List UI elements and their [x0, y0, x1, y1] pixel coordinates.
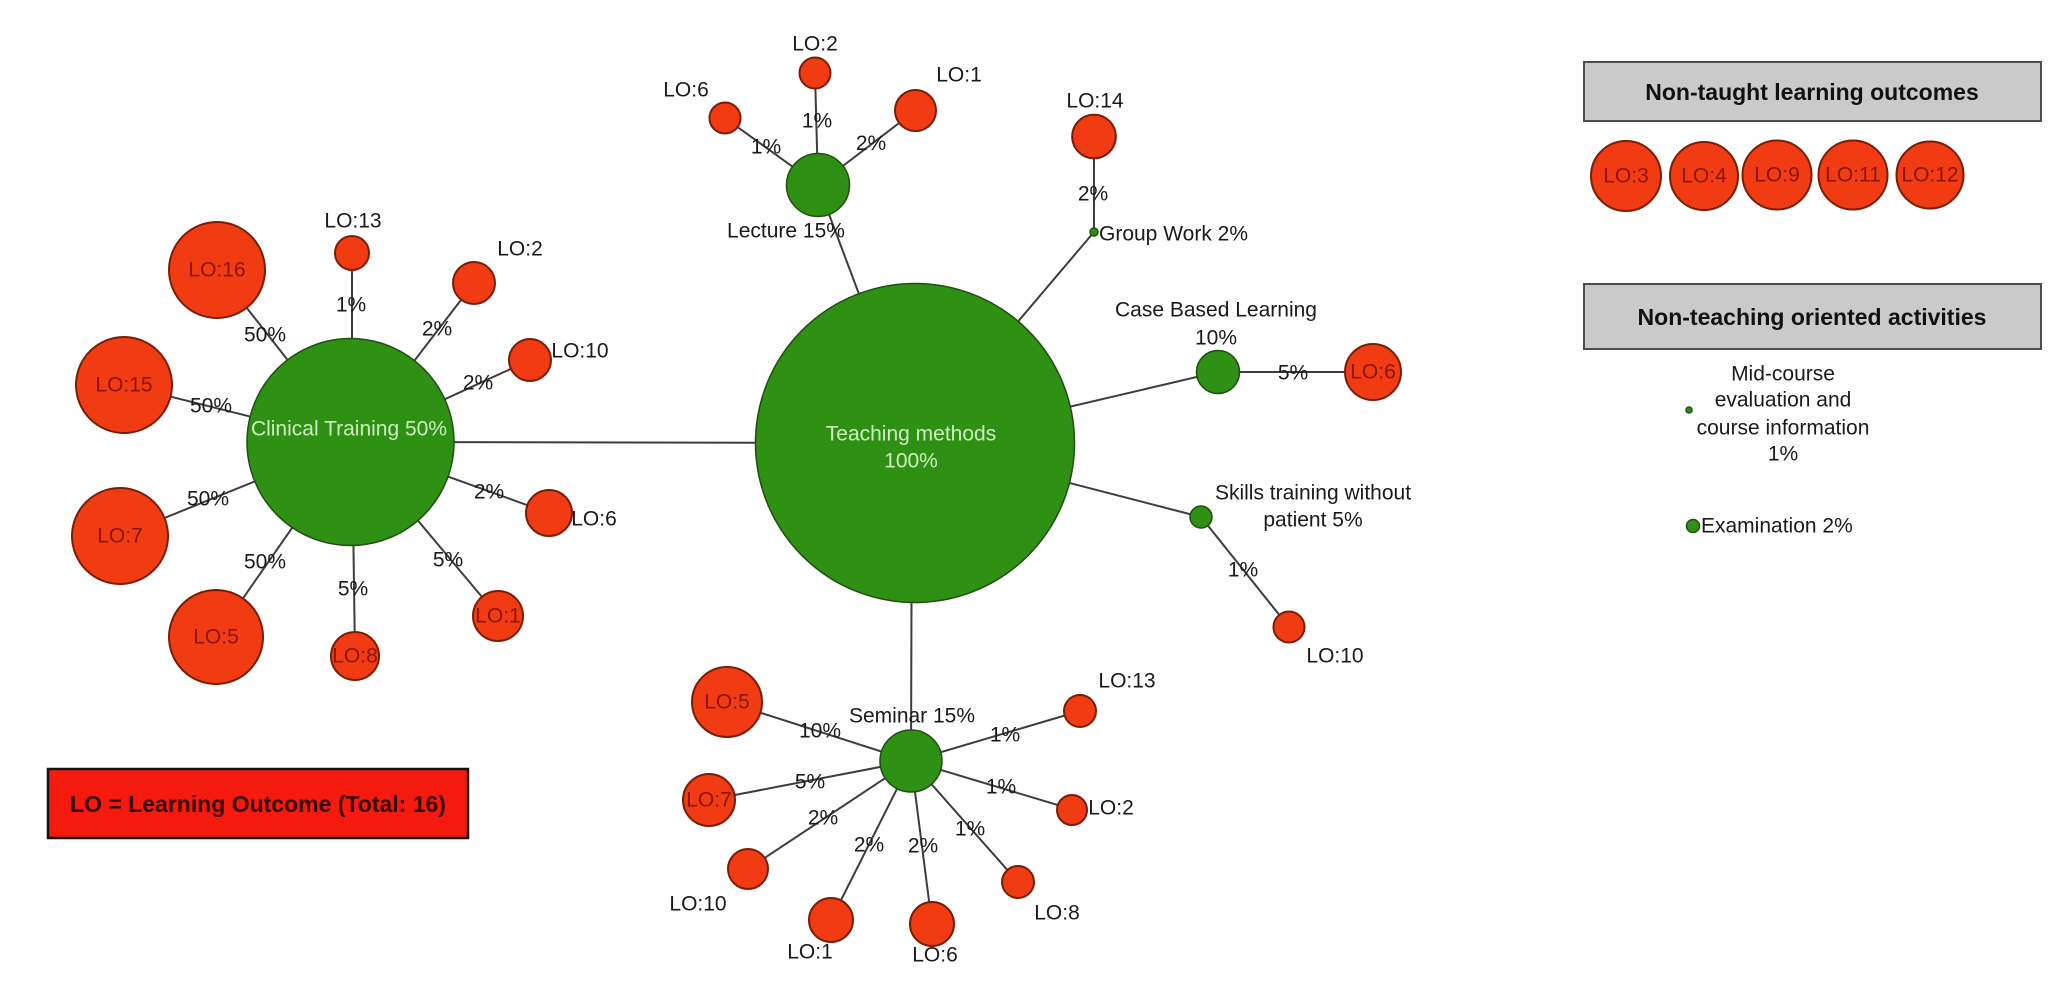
svg-text:5%: 5%	[338, 578, 368, 601]
svg-text:LO:5: LO:5	[704, 691, 750, 714]
svg-text:LO:3: LO:3	[1603, 165, 1649, 188]
svg-text:Non-taught learning outcomes: Non-taught learning outcomes	[1645, 79, 1979, 105]
svg-text:course information: course information	[1697, 417, 1870, 440]
svg-text:2%: 2%	[854, 834, 884, 857]
svg-text:2%: 2%	[908, 835, 938, 858]
svg-text:1%: 1%	[990, 724, 1020, 747]
svg-text:LO:10: LO:10	[551, 340, 608, 363]
svg-text:LO = Learning Outcome (Total:: LO = Learning Outcome (Total: 16)	[70, 791, 446, 817]
svg-text:100%: 100%	[884, 450, 938, 473]
svg-text:LO:11: LO:11	[1825, 164, 1881, 187]
svg-text:LO:6: LO:6	[663, 79, 709, 102]
svg-text:1%: 1%	[336, 294, 366, 317]
svg-text:LO:2: LO:2	[792, 33, 838, 56]
svg-text:Seminar 15%: Seminar 15%	[849, 705, 975, 728]
svg-text:LO:16: LO:16	[188, 259, 245, 282]
svg-text:LO:8: LO:8	[1034, 902, 1080, 925]
svg-text:50%: 50%	[190, 395, 232, 418]
svg-text:LO:7: LO:7	[686, 789, 732, 812]
svg-text:Group Work 2%: Group Work 2%	[1099, 223, 1248, 246]
svg-text:Teaching methods: Teaching methods	[826, 423, 996, 446]
svg-text:LO:7: LO:7	[97, 525, 143, 548]
svg-text:LO:6: LO:6	[571, 508, 617, 531]
svg-text:LO:1: LO:1	[475, 605, 521, 628]
svg-text:50%: 50%	[187, 488, 229, 511]
svg-text:LO:2: LO:2	[1088, 797, 1134, 820]
svg-text:LO:15: LO:15	[95, 374, 152, 397]
svg-text:2%: 2%	[463, 372, 493, 395]
svg-text:LO:1: LO:1	[936, 64, 982, 87]
svg-text:1%: 1%	[802, 110, 832, 133]
svg-text:2%: 2%	[1078, 183, 1108, 206]
svg-text:1%: 1%	[955, 818, 985, 841]
svg-text:2%: 2%	[422, 318, 452, 341]
svg-text:Skills training without: Skills training without	[1215, 482, 1411, 505]
svg-text:patient 5%: patient 5%	[1263, 509, 1362, 532]
svg-text:10%: 10%	[1195, 327, 1237, 350]
svg-text:LO:2: LO:2	[497, 238, 543, 261]
svg-text:LO:9: LO:9	[1754, 164, 1800, 187]
svg-text:50%: 50%	[244, 551, 286, 574]
svg-text:1%: 1%	[1768, 443, 1798, 466]
svg-text:1%: 1%	[1228, 559, 1258, 582]
svg-text:LO:1: LO:1	[787, 941, 833, 964]
svg-text:Examination 2%: Examination 2%	[1701, 515, 1853, 538]
svg-text:Case Based Learning: Case Based Learning	[1115, 299, 1317, 322]
svg-text:Mid-course: Mid-course	[1731, 363, 1835, 386]
svg-text:LO:6: LO:6	[912, 944, 958, 967]
svg-text:5%: 5%	[795, 771, 825, 794]
svg-text:LO:4: LO:4	[1681, 165, 1727, 188]
svg-text:5%: 5%	[1278, 362, 1308, 385]
svg-text:LO:13: LO:13	[1098, 670, 1155, 693]
svg-text:2%: 2%	[474, 481, 504, 504]
svg-text:2%: 2%	[856, 132, 886, 155]
svg-text:Non-teaching oriented activiti: Non-teaching oriented activities	[1638, 304, 1987, 330]
svg-text:Clinical Training 50%: Clinical Training 50%	[251, 418, 447, 441]
svg-text:LO:14: LO:14	[1066, 90, 1124, 113]
svg-text:2%: 2%	[808, 807, 838, 830]
svg-text:LO:10: LO:10	[1306, 645, 1363, 668]
svg-text:LO:12: LO:12	[1901, 164, 1958, 187]
svg-text:LO:5: LO:5	[193, 626, 239, 649]
svg-text:10%: 10%	[799, 720, 841, 743]
svg-text:50%: 50%	[244, 324, 286, 347]
svg-text:1%: 1%	[751, 136, 781, 159]
svg-text:LO:6: LO:6	[1350, 361, 1396, 384]
svg-text:LO:10: LO:10	[669, 893, 726, 916]
svg-text:evaluation and: evaluation and	[1715, 389, 1852, 412]
svg-text:1%: 1%	[986, 776, 1016, 799]
svg-text:Lecture 15%: Lecture 15%	[727, 220, 845, 243]
svg-text:LO:13: LO:13	[324, 210, 381, 233]
svg-text:5%: 5%	[433, 549, 463, 572]
svg-text:LO:8: LO:8	[332, 645, 378, 668]
